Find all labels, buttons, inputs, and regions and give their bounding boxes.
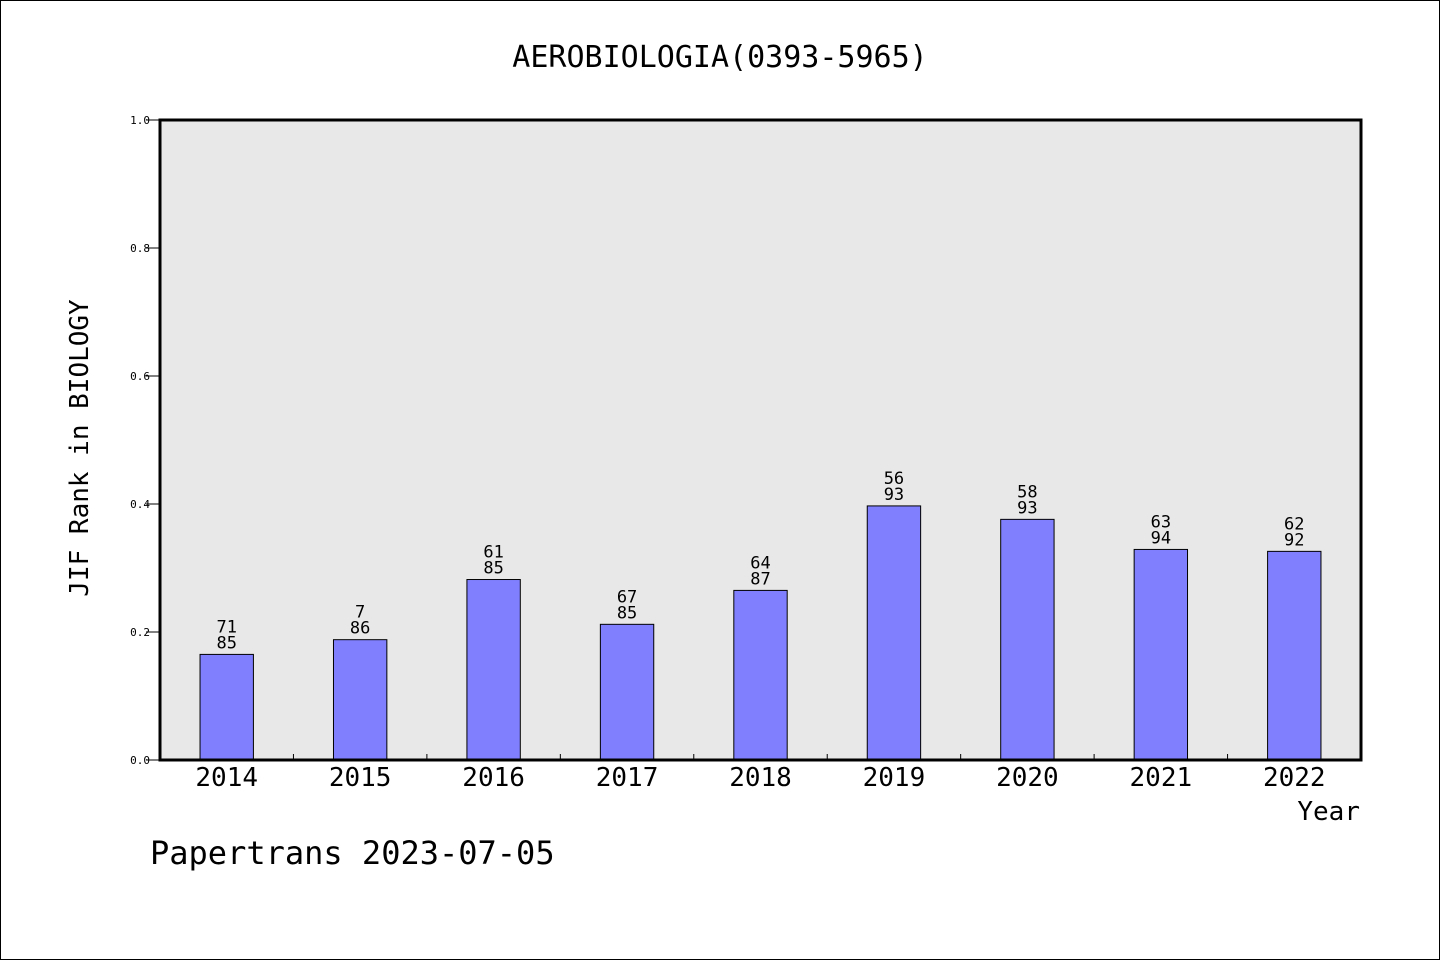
x-tick-label-2020: 2020 xyxy=(996,763,1059,793)
x-axis-label: Year xyxy=(1297,797,1360,827)
bar-2021 xyxy=(1133,548,1189,761)
bar-2017 xyxy=(599,623,655,761)
bar-label-top-2022: 62 xyxy=(1284,514,1304,534)
bar-2015 xyxy=(332,639,388,761)
x-tick-label-2018: 2018 xyxy=(729,763,792,793)
bar-label-bottom-2019: 93 xyxy=(884,485,904,505)
y-tick-label-5: 1.0 xyxy=(130,114,150,127)
y-tick-label-0: 0.0 xyxy=(130,754,150,767)
bar-label-bottom-2016: 85 xyxy=(483,559,503,579)
bar-label-top-2017: 67 xyxy=(617,587,637,607)
y-tick-label-3: 0.6 xyxy=(130,370,150,383)
x-tick-label-2022: 2022 xyxy=(1263,763,1326,793)
bar-label-top-2020: 58 xyxy=(1017,482,1037,502)
x-tick-label-2019: 2019 xyxy=(863,763,926,793)
y-axis-label: JIF Rank in BIOLOGY xyxy=(65,299,95,597)
bar-2019 xyxy=(866,505,922,761)
bar-2018 xyxy=(733,589,788,761)
x-tick-label-2016: 2016 xyxy=(462,763,525,793)
y-tick-label-2: 0.4 xyxy=(130,498,150,511)
bar-label-top-2018: 64 xyxy=(750,553,770,573)
bar-2014 xyxy=(199,653,254,761)
bar-2022 xyxy=(1267,550,1322,761)
x-tick-label-2021: 2021 xyxy=(1130,763,1193,793)
bar-label-top-2014: 71 xyxy=(216,617,236,637)
y-tick-label-1: 0.2 xyxy=(130,626,150,639)
plot-border xyxy=(158,118,1363,762)
y-axis: 0.0 0.2 0.4 0.6 0.8 1.0 xyxy=(130,114,160,767)
bar-label-bottom-2017: 85 xyxy=(617,603,637,623)
bar-label-bottom-2015: 86 xyxy=(350,619,370,639)
bar-label-top-2019: 56 xyxy=(884,469,904,489)
bars-group xyxy=(199,505,1322,761)
x-tick-label-2015: 2015 xyxy=(329,763,392,793)
x-tick-label-2014: 2014 xyxy=(195,763,258,793)
bar-label-top-2015: 7 xyxy=(355,603,365,623)
bar-label-top-2021: 63 xyxy=(1151,512,1171,532)
bar-label-bottom-2018: 87 xyxy=(750,569,770,589)
bar-label-bottom-2021: 94 xyxy=(1151,528,1171,548)
x-axis: 2014 2015 2016 2017 2018 2019 2020 2021 2022 xyxy=(195,754,1326,793)
bar-label-bottom-2020: 93 xyxy=(1017,498,1037,518)
y-tick-label-4: 0.8 xyxy=(130,242,150,255)
bar-2016 xyxy=(466,579,521,761)
bar-label-bottom-2014: 85 xyxy=(216,633,236,653)
bar-2020 xyxy=(1000,518,1055,761)
chart-title: AEROBIOLOGIA(0393-5965) xyxy=(512,40,927,75)
bar-label-top-2016: 61 xyxy=(483,543,503,563)
x-tick-label-2017: 2017 xyxy=(596,763,659,793)
bar-label-bottom-2022: 92 xyxy=(1284,530,1304,550)
footer-credit: Papertrans 2023-07-05 xyxy=(150,834,555,872)
